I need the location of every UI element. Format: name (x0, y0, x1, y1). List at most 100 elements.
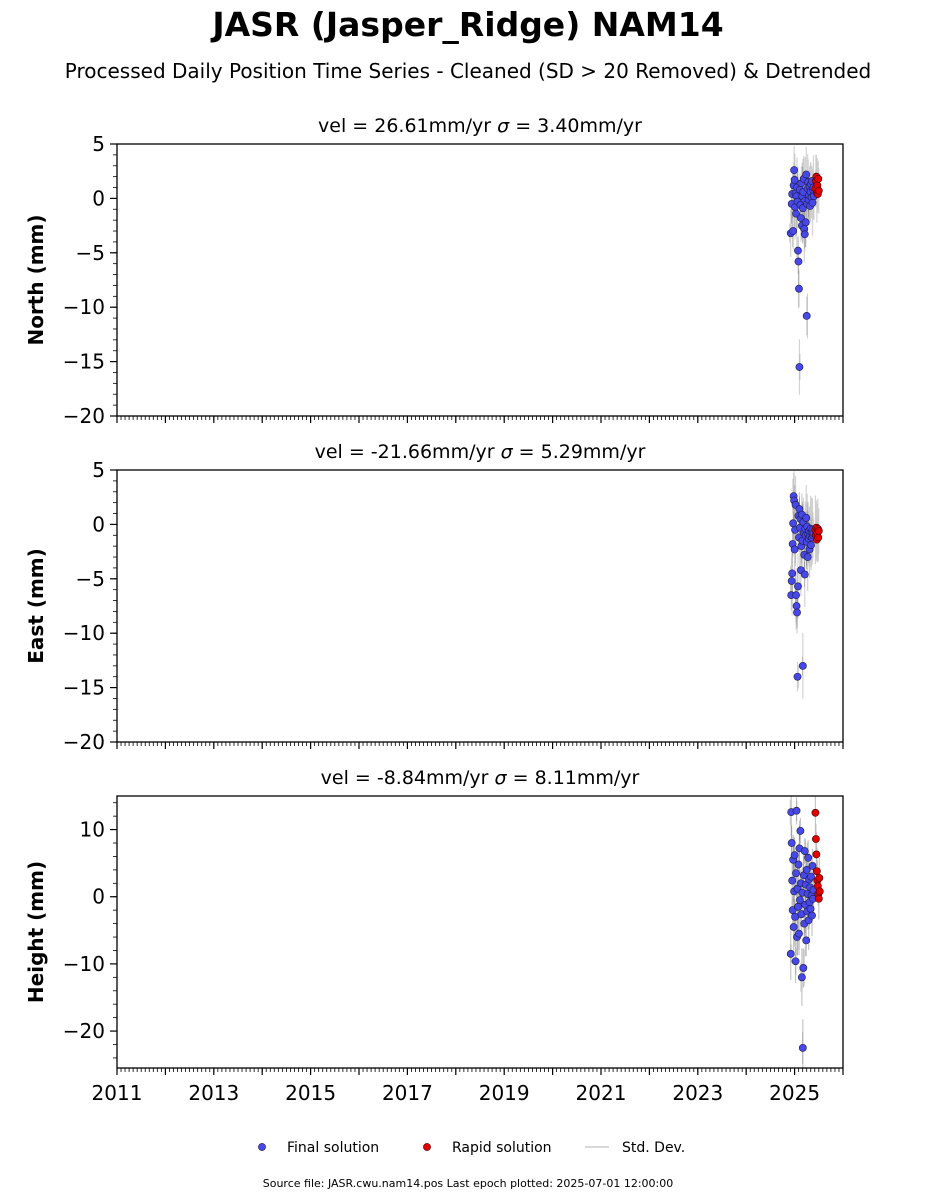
y-tick-label: −20 (63, 730, 105, 754)
legend-label: Rapid solution (452, 1140, 552, 1156)
final-point (794, 257, 803, 266)
panel-height: vel = -8.84mm/yr σ = 8.11mm/yr Height (mm… (24, 767, 844, 1105)
y-axis-label-east: East (mm) (24, 548, 48, 664)
final-point (790, 851, 799, 860)
y-tick-label: −15 (63, 676, 105, 700)
legend-entry: Std. Dev. (585, 1140, 685, 1156)
final-point (794, 902, 802, 911)
final-point (796, 827, 805, 835)
y-tick-label: −10 (63, 295, 105, 319)
axes-frame-east (116, 469, 844, 743)
final-point (796, 896, 804, 904)
rapid-point (815, 887, 824, 896)
final-point (798, 1043, 807, 1052)
final-point (787, 839, 796, 847)
final-point (795, 363, 804, 371)
final-point (788, 569, 797, 578)
y-tick-label: −5 (76, 567, 105, 591)
rapid-point (814, 527, 823, 535)
final-point (799, 964, 808, 972)
panel-title-north: vel = 26.61mm/yr σ = 3.40mm/yr (318, 115, 642, 137)
final-point (798, 661, 807, 670)
final-point (791, 957, 800, 966)
final-point (789, 923, 798, 931)
final-point (794, 582, 802, 591)
final-point (804, 853, 813, 862)
rapid-points-east (811, 523, 823, 544)
final-point (801, 218, 810, 227)
final-point (802, 170, 811, 179)
rapid-point (814, 174, 823, 183)
x-tick-label: 2017 (382, 1081, 433, 1105)
rapid-point (815, 874, 824, 882)
y-tick-label: −10 (63, 952, 105, 976)
final-point (795, 929, 803, 938)
rapid-points-height (811, 808, 824, 903)
legend: Final solution Rapid solution Std. Dev. (258, 1140, 685, 1156)
y-ticks-north: 5 0 −5 −10 −15 −20 (63, 132, 117, 428)
final-point (792, 602, 801, 610)
final-point (792, 806, 801, 815)
panel-title-height: vel = -8.84mm/yr σ = 8.11mm/yr (321, 767, 640, 789)
panel-north: vel = 26.61mm/yr σ = 3.40mm/yr North (mm)… (24, 115, 844, 428)
x-tick-label: 2011 (92, 1081, 143, 1105)
final-point (792, 209, 800, 218)
y-tick-label: 5 (92, 132, 105, 156)
legend-marker (423, 1143, 431, 1151)
x-tick-label: 2019 (479, 1081, 530, 1105)
final-point (808, 911, 816, 920)
final-point (800, 570, 809, 579)
x-tick-label: 2015 (285, 1081, 336, 1105)
rapid-point (814, 894, 823, 903)
rapid-point (811, 808, 820, 817)
final-point (787, 577, 796, 585)
y-tick-label: −20 (63, 404, 105, 428)
rapid-point (812, 867, 821, 876)
final-point (802, 865, 811, 874)
panel-east: vel = -21.66mm/yr σ = 5.29mm/yr East (mm)… (24, 441, 844, 754)
final-point (796, 214, 805, 222)
legend-label: Std. Dev. (622, 1140, 685, 1156)
rapid-point (814, 533, 823, 542)
final-point (794, 860, 803, 869)
x-ticks-height: 2011 2013 2015 2017 2019 2021 2023 2025 (92, 1068, 844, 1105)
final-point (808, 198, 817, 207)
x-ticks-north (116, 416, 844, 423)
rapid-point (812, 850, 821, 859)
x-ticks-east (116, 742, 844, 749)
final-point (807, 872, 815, 881)
x-tick-label: 2023 (672, 1081, 723, 1105)
final-point (800, 230, 809, 239)
final-point (808, 861, 817, 870)
final-point (802, 312, 811, 320)
axes-frame-north (116, 143, 844, 417)
rapid-points-north (811, 172, 823, 198)
y-tick-label: −5 (76, 241, 105, 265)
final-point (795, 284, 803, 293)
rapid-point (811, 835, 820, 843)
final-point (786, 949, 795, 958)
final-point (802, 936, 811, 945)
final-point (793, 672, 802, 681)
legend-label: Final solution (287, 1140, 379, 1156)
legend-entry: Final solution (258, 1140, 379, 1156)
final-point (788, 876, 797, 885)
y-tick-label: 0 (92, 885, 105, 909)
final-point (807, 541, 815, 549)
final-point (800, 847, 809, 855)
y-tick-label: 0 (92, 512, 105, 536)
y-ticks-height: 10 0 −10 −20 (63, 802, 117, 1059)
final-point (790, 176, 799, 184)
chart-subtitle: Processed Daily Position Time Series - C… (65, 59, 871, 83)
final-point (790, 166, 799, 175)
final-point (792, 869, 800, 878)
panel-title-east: vel = -21.66mm/yr σ = 5.29mm/yr (315, 441, 646, 463)
y-ticks-east: 5 0 −5 −10 −15 −20 (63, 458, 117, 754)
final-point (803, 553, 812, 561)
footer-source: Source file: JASR.cwu.nam14.pos Last epo… (263, 1177, 674, 1190)
final-points-north (786, 166, 818, 371)
chart-title: JASR (Jasper_Ridge) NAM14 (210, 5, 723, 44)
y-tick-label: −20 (63, 1019, 105, 1043)
y-tick-label: −15 (63, 350, 105, 374)
